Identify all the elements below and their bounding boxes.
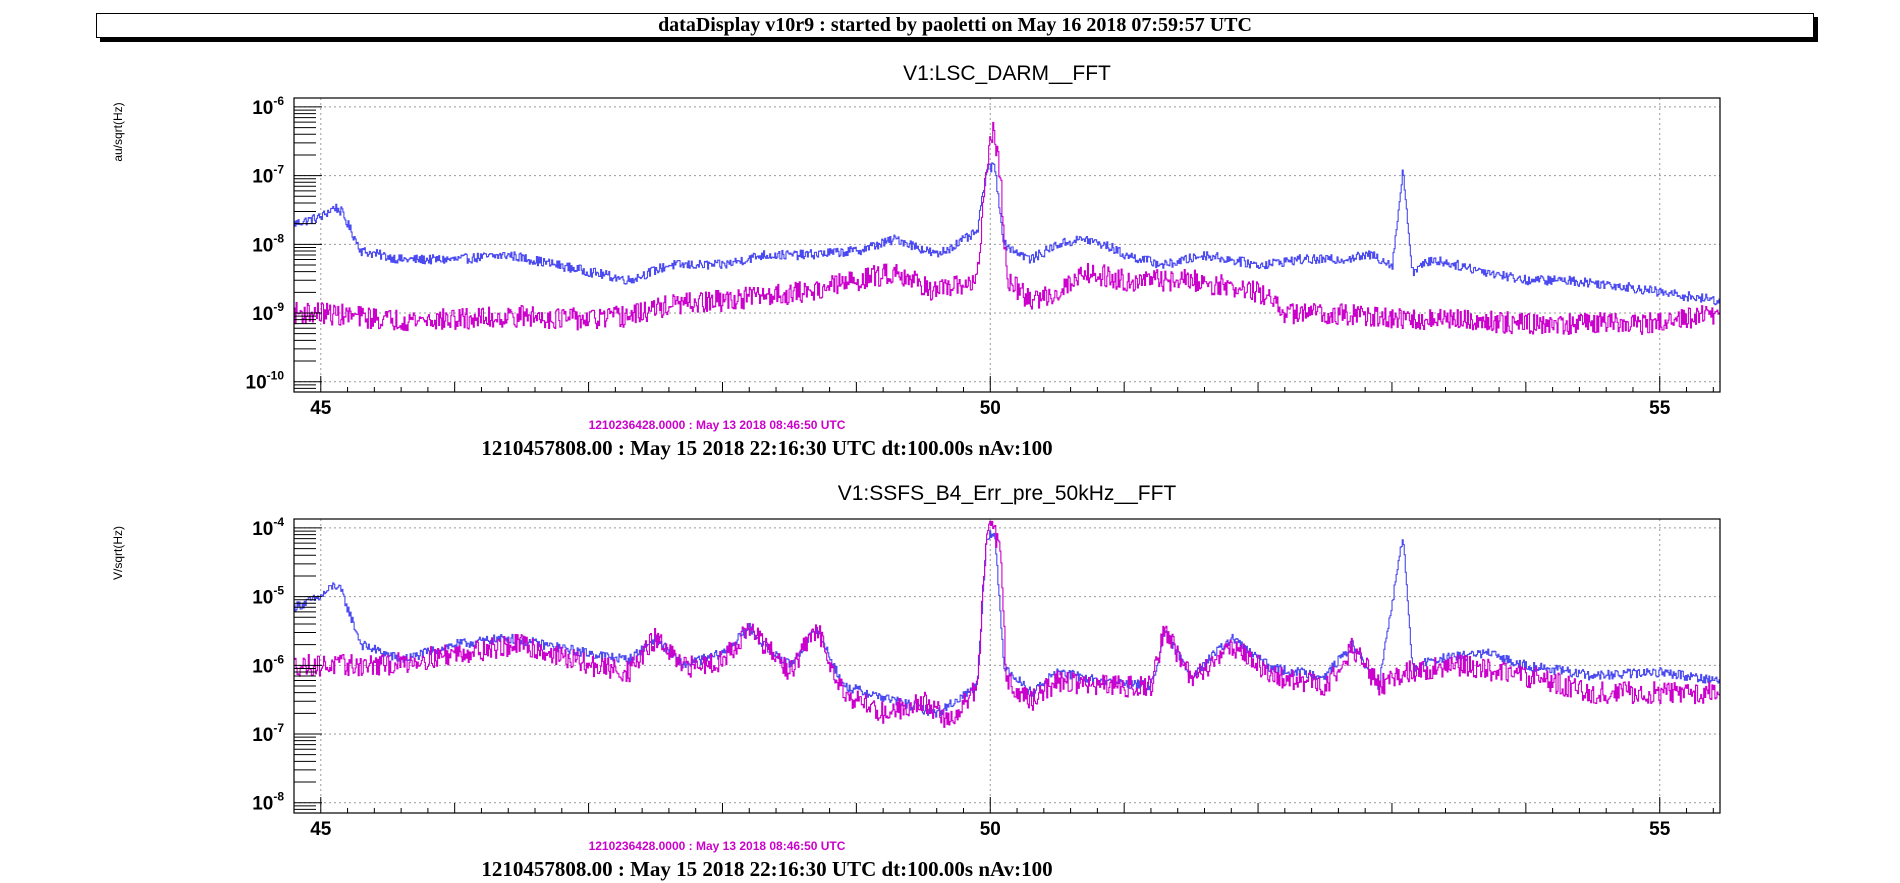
y-tick-label: 10-7	[252, 163, 284, 188]
x-ticks	[293, 797, 1714, 813]
time-label: 1210457808.00 : May 15 2018 22:16:30 UTC…	[481, 436, 1052, 460]
y-tick-label: 10-5	[252, 584, 284, 609]
y-ticks	[294, 527, 322, 810]
chart-panel-2: V1:SSFS_B4_Err_pre_50kHz__FFT V/sqrt(Hz) 4…	[111, 482, 1721, 881]
series-trace-current	[294, 520, 1720, 728]
x-tick-label: 50	[980, 398, 1001, 419]
y-axis-label: au/sqrt(Hz)	[111, 102, 125, 161]
y-tick-label: 10-6	[252, 652, 284, 677]
y-axis-label: V/sqrt(Hz)	[111, 526, 125, 580]
header-banner: dataDisplay v10r9 : started by paoletti …	[96, 13, 1814, 38]
header-title: dataDisplay v10r9 : started by paoletti …	[658, 14, 1252, 36]
x-ticks	[293, 376, 1714, 392]
x-tick-label: 55	[1649, 819, 1671, 840]
y-tick-label: 10-9	[252, 300, 284, 325]
time-label: 1210457808.00 : May 15 2018 22:16:30 UTC…	[481, 857, 1052, 881]
x-tick-label: 45	[310, 819, 332, 840]
grid	[294, 519, 1720, 813]
series-trace-reference	[294, 162, 1720, 306]
x-tick-label: 45	[310, 398, 332, 419]
y-tick-label: 10-10	[246, 369, 285, 394]
y-tick-label: 10-8	[252, 790, 284, 815]
y-tick-label: 10-8	[252, 231, 284, 256]
grid	[294, 98, 1720, 392]
plot-frame	[293, 518, 1721, 814]
plot-frame	[293, 97, 1721, 393]
series-trace-current	[294, 121, 1720, 336]
y-ticks	[294, 106, 322, 389]
chart-title: V1:SSFS_B4_Err_pre_50kHz__FFT	[838, 482, 1177, 505]
reference-time-label: 1210236428.0000 : May 13 2018 08:46:50 U…	[589, 418, 846, 432]
x-tick-label: 55	[1649, 398, 1671, 419]
y-tick-label: 10-4	[252, 515, 284, 540]
reference-time-label: 1210236428.0000 : May 13 2018 08:46:50 U…	[589, 839, 846, 853]
y-tick-label: 10-7	[252, 721, 284, 746]
series-trace-reference	[294, 530, 1720, 718]
chart-panel-1: V1:LSC_DARM__FFT au/sqrt(Hz) 45 50 55 10-6 10-…	[111, 62, 1721, 460]
x-tick-label: 50	[980, 819, 1001, 840]
chart-title: V1:LSC_DARM__FFT	[903, 62, 1111, 85]
y-tick-label: 10-6	[252, 94, 284, 119]
